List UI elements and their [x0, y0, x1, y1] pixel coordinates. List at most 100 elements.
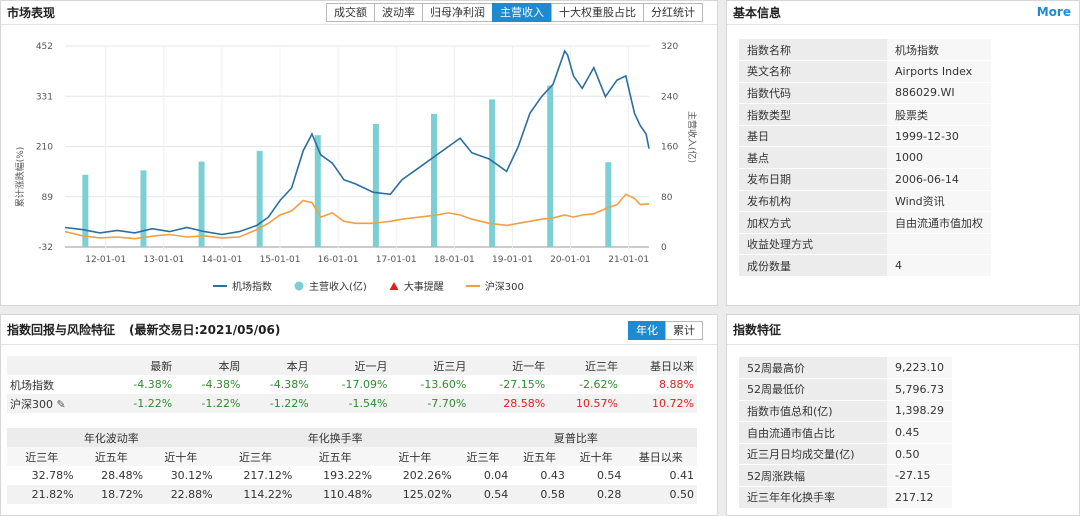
risk-cell: 0.54	[596, 469, 622, 482]
features-title: 指数特征	[733, 323, 782, 337]
pencil-edit-icon[interactable]: ✎	[53, 397, 66, 411]
legend-event[interactable]: 大事提醒	[389, 278, 444, 293]
triangle-icon	[389, 281, 399, 290]
right-tick-label: 160	[661, 143, 678, 153]
revenue-bar[interactable]	[140, 170, 147, 247]
revenue-bar[interactable]	[605, 162, 612, 247]
revenue-bar[interactable]	[198, 161, 205, 247]
legend-index[interactable]: 机场指数	[213, 278, 272, 293]
revenue-bar[interactable]	[82, 174, 89, 247]
basic-info-row: 基日 1999-12-30	[739, 125, 991, 148]
basic-info-row: 成份数量 4	[739, 254, 991, 278]
basic-info-row: 指数类型 股票类	[739, 103, 991, 126]
basic-info-row: 发布日期 2006-06-14	[739, 168, 991, 191]
tab-revenue[interactable]: 主营收入	[492, 3, 552, 22]
returns-row: 沪深300 ✎ -1.22% -1.22% -1.22% -1.54% -7.70% 28.…	[7, 394, 697, 413]
risk-cell: 30.12%	[170, 469, 213, 482]
legend-revenue-label: 主营收入(亿)	[309, 282, 367, 293]
feature-row: 52周涨跌幅 -27.15	[739, 464, 952, 488]
risk-sub-header: 近十年	[375, 447, 455, 466]
legend-hs300-label: 沪深300	[484, 282, 524, 293]
right-tick-label: 0	[661, 243, 667, 253]
revenue-bar[interactable]	[547, 85, 554, 248]
features-table: 52周最高价 9,223.10 52周最低价 5,796.73 指数市值总和(亿) 1,3…	[739, 357, 952, 509]
risk-row: 32.78% 28.48% 30.12% 217.12% 193.22% 202.26% 0…	[7, 466, 697, 485]
returns-cell: -1.22%	[269, 397, 309, 410]
revenue-bar[interactable]	[489, 99, 496, 247]
feature-row: 近三月日均成交量(亿) 0.50	[739, 443, 952, 466]
tab-dividend[interactable]: 分红统计	[643, 3, 703, 22]
tab-top10-weight[interactable]: 十大权重股占比	[551, 3, 644, 22]
legend-revenue[interactable]: 主营收入(亿)	[294, 278, 367, 293]
risk-cell: 0.41	[669, 469, 695, 482]
right-tick-label: 80	[661, 193, 673, 203]
feature-key: 近三年年化换手率	[739, 486, 887, 509]
tab-turnover[interactable]: 成交额	[326, 3, 375, 22]
x-tick-label: 19-01-01	[492, 255, 533, 265]
returns-cell: 10.72%	[652, 397, 694, 410]
risk-cell: 0.28	[596, 488, 622, 501]
x-tick-label: 18-01-01	[434, 255, 475, 265]
returns-table: 最新 本周 本月 近一月 近三月 近一年 近三年 基日以来 机场指数 -4.38% -4.38% -4…	[7, 356, 697, 413]
revenue-bar[interactable]	[314, 135, 321, 247]
revenue-bar[interactable]	[256, 150, 263, 247]
mode-toggle: 年化 累计	[628, 321, 703, 340]
basic-info-key: 基点	[739, 146, 887, 170]
tab-net-profit[interactable]: 归母净利润	[422, 3, 493, 22]
legend-hs300[interactable]: 沪深300	[465, 278, 524, 293]
x-tick-label: 17-01-01	[376, 255, 417, 265]
basic-info-value: 886029.WI	[887, 82, 991, 105]
returns-row-name: 沪深300 ✎	[7, 394, 107, 413]
left-axis-label: 累计涨跌幅(%)	[14, 147, 26, 208]
risk-row: 21.82% 18.72% 22.88% 114.22% 110.48% 125.02% 0…	[7, 485, 697, 504]
feature-value: 0.45	[887, 421, 952, 444]
returns-title: 指数回报与风险特征	[7, 323, 116, 337]
returns-col-header: 近一年	[512, 359, 546, 373]
basic-info-key: 收益处理方式	[739, 233, 887, 256]
feature-value: 1,398.29	[887, 400, 952, 423]
feature-key: 52周涨跌幅	[739, 464, 887, 488]
feature-row: 自由流通市值占比 0.45	[739, 421, 952, 444]
more-link[interactable]: More	[1036, 5, 1071, 19]
basic-info-key: 基日	[739, 125, 887, 148]
risk-cell: 28.48%	[101, 469, 144, 482]
feature-key: 52周最高价	[739, 357, 887, 380]
basic-info-value: 自由流通市值加权	[887, 211, 991, 234]
left-tick-label: -32	[38, 243, 53, 253]
returns-cell: -13.60%	[420, 378, 467, 391]
risk-sub-header: 近十年	[146, 447, 216, 466]
risk-sub-header: 近三年	[7, 447, 77, 466]
tab-volatility[interactable]: 波动率	[374, 3, 423, 22]
returns-cell: 28.58%	[503, 397, 546, 410]
basic-info-panel: 基本信息 More 指数名称 机场指数 英文名称 Airports Index 指数代码…	[726, 0, 1080, 306]
risk-cell: 0.54	[483, 488, 509, 501]
line-swatch-icon	[465, 284, 480, 287]
basic-info-value: 1000	[887, 146, 991, 170]
risk-cell: 125.02%	[402, 488, 452, 501]
basic-info-table: 指数名称 机场指数 英文名称 Airports Index 指数代码 886029.WI 指…	[739, 39, 991, 278]
risk-cell: 217.12%	[243, 469, 293, 482]
returns-cell: 8.88%	[659, 378, 694, 391]
toggle-cumulative[interactable]: 累计	[665, 321, 703, 340]
returns-cell: -4.38%	[201, 378, 241, 391]
risk-sub-header: 近五年	[76, 447, 147, 466]
series-line-index	[64, 49, 650, 236]
returns-header-row: 最新 本周 本月 近一月 近三月 近一年 近三年 基日以来	[7, 356, 697, 375]
feature-value: 5,796.73	[887, 378, 952, 401]
revenue-bar[interactable]	[430, 113, 437, 248]
basic-info-value	[887, 233, 991, 256]
market-tabs: 成交额 波动率 归母净利润 主营收入 十大权重股占比 分红统计	[326, 3, 703, 22]
risk-group-header: 夏普比率	[454, 428, 697, 447]
returns-col-header: 本周	[218, 359, 241, 373]
returns-col-header: 基日以来	[650, 359, 694, 373]
left-tick-label: 331	[36, 92, 53, 102]
toggle-annualized[interactable]: 年化	[628, 321, 666, 340]
basic-info-key: 指数类型	[739, 103, 887, 126]
basic-info-row: 英文名称 Airports Index	[739, 60, 991, 83]
basic-info-value: Airports Index	[887, 60, 991, 83]
line-swatch-icon	[213, 284, 227, 287]
revenue-bar[interactable]	[372, 123, 379, 247]
legend-index-label: 机场指数	[232, 282, 272, 293]
basic-info-key: 指数名称	[739, 39, 887, 62]
returns-col-header: 最新	[150, 359, 173, 373]
